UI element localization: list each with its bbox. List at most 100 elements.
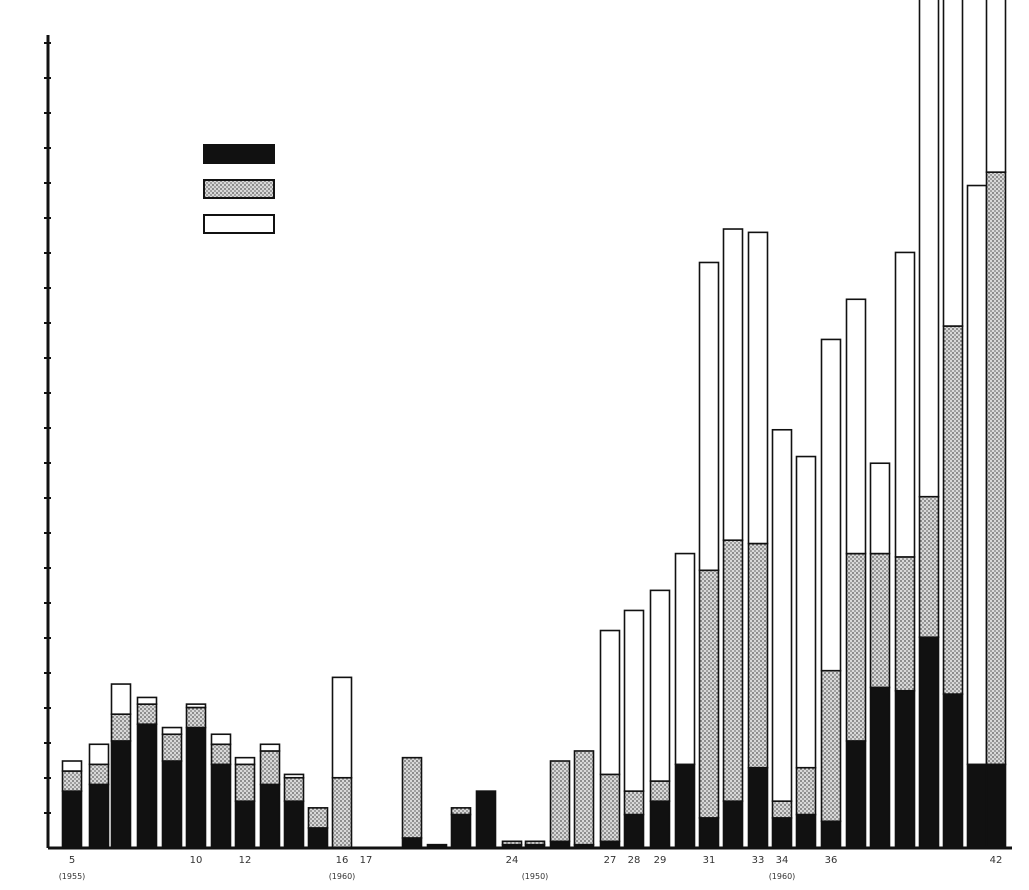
- bar-segment-1: [649, 800, 671, 849]
- bar-segment-3: [88, 743, 110, 766]
- bar-segment-2: [649, 780, 671, 802]
- bar-segment-2: [331, 776, 353, 849]
- bar-segment-1: [966, 763, 988, 849]
- bar-segment-2: [259, 750, 281, 786]
- bar-segment-2: [894, 556, 916, 692]
- bar-segment-3: [259, 743, 281, 752]
- bar-segment-2: [210, 743, 232, 766]
- bar-segment-3: [771, 428, 793, 802]
- bar-segment-2: [136, 703, 158, 726]
- x-tick-label: 31: [703, 855, 716, 866]
- x-tick-label: 5: [69, 855, 75, 866]
- bar-segment-1: [674, 763, 696, 849]
- bar-segment-3: [623, 609, 645, 792]
- bar-segment-1: [401, 837, 423, 849]
- bar-segment-1: [283, 800, 305, 849]
- bar-segment-2: [573, 750, 595, 846]
- bar-segment-2: [450, 807, 472, 816]
- bar-segment-1: [845, 740, 867, 849]
- bar-segment-2: [985, 171, 1007, 766]
- bar-segment-1: [61, 790, 83, 849]
- x-tick-label: 28: [628, 855, 641, 866]
- bar-segment-1: [985, 763, 1007, 849]
- bar-segment-1: [185, 726, 207, 849]
- bar-segment-2: [918, 495, 940, 639]
- bar-segment-3: [918, 0, 940, 498]
- bar-segment-3: [210, 733, 232, 746]
- bar-segment-2: [820, 669, 842, 823]
- bar-segment-3: [698, 261, 720, 572]
- bar-segment-1: [234, 800, 256, 849]
- bar-segment-3: [869, 462, 891, 555]
- bar-segment-3: [161, 726, 183, 736]
- bar-segment-3: [136, 696, 158, 705]
- bar-segment-2: [283, 776, 305, 802]
- bar-segment-1: [698, 817, 720, 849]
- bar-segment-1: [771, 817, 793, 849]
- x-tick-label: 27: [604, 855, 617, 866]
- bar-segment-2: [599, 773, 621, 843]
- bar-segment-3: [845, 298, 867, 555]
- bar-segment-3: [747, 231, 769, 545]
- bar-segment-2: [307, 807, 329, 829]
- bar-segment-3: [674, 552, 696, 766]
- bar-segment-2: [795, 766, 817, 816]
- bar-segment-1: [894, 689, 916, 849]
- bar-segment-1: [747, 766, 769, 849]
- bar-segment-1: [623, 813, 645, 849]
- bar-segment-1: [307, 827, 329, 849]
- bar-segment-1: [259, 783, 281, 849]
- bar-segment-1: [869, 686, 891, 849]
- bar-segment-2: [747, 542, 769, 769]
- axes: [44, 35, 1012, 850]
- x-tick-label: 16: [336, 855, 349, 866]
- bar-segment-3: [820, 338, 842, 672]
- bar-segment-2: [88, 763, 110, 786]
- bar-segment-1: [942, 693, 964, 849]
- bar-segment-1: [136, 723, 158, 849]
- bar-segment-2: [698, 569, 720, 819]
- bar-segment-1: [161, 760, 183, 849]
- bar-segment-1: [918, 636, 940, 849]
- bar-segment-3: [283, 773, 305, 779]
- x-tick-label: 24: [506, 855, 519, 866]
- bar-segment-2: [722, 539, 744, 802]
- bar-segment-2: [869, 552, 891, 689]
- bar-segment-3: [985, 0, 1007, 173]
- bar-segment-2: [61, 770, 83, 792]
- legend-swatch-2: [203, 179, 275, 199]
- x-tick-label: 12: [239, 855, 252, 866]
- x-tick-label: 29: [654, 855, 667, 866]
- bar-segment-3: [185, 703, 207, 709]
- bar-segment-3: [234, 756, 256, 766]
- bar-segment-2: [161, 733, 183, 762]
- bar-segment-2: [623, 790, 645, 816]
- legend-swatch-1: [203, 144, 275, 164]
- bar-segment-2: [501, 840, 523, 846]
- x-tick-label: 33: [752, 855, 765, 866]
- bar-segment-2: [942, 325, 964, 695]
- bar-segment-1: [795, 813, 817, 849]
- bar-segment-3: [894, 251, 916, 558]
- bar-segment-2: [110, 713, 132, 742]
- bar-segment-3: [61, 760, 83, 772]
- bar-segment-2: [771, 800, 793, 819]
- bar-layer: [61, 0, 1007, 849]
- bar-segment-2: [549, 760, 571, 843]
- bar-segment-2: [401, 756, 423, 839]
- x-group-label: (1960): [769, 872, 796, 881]
- bar-segment-1: [450, 813, 472, 849]
- legend: [203, 144, 275, 234]
- bar-segment-3: [331, 676, 353, 779]
- bar-segment-3: [599, 629, 621, 776]
- bar-segment-2: [845, 552, 867, 742]
- bar-segment-3: [966, 184, 988, 766]
- x-group-label: (1950): [522, 872, 549, 881]
- x-group-label: (1960): [329, 872, 356, 881]
- bar-segment-1: [722, 800, 744, 849]
- x-tick-labels: 5 10 12 16 17 24 27 28 29 31 33 34 36 42 (1955) (1960) (…: [59, 855, 1003, 881]
- bar-segment-1: [88, 783, 110, 849]
- bar-segment-1: [210, 763, 232, 849]
